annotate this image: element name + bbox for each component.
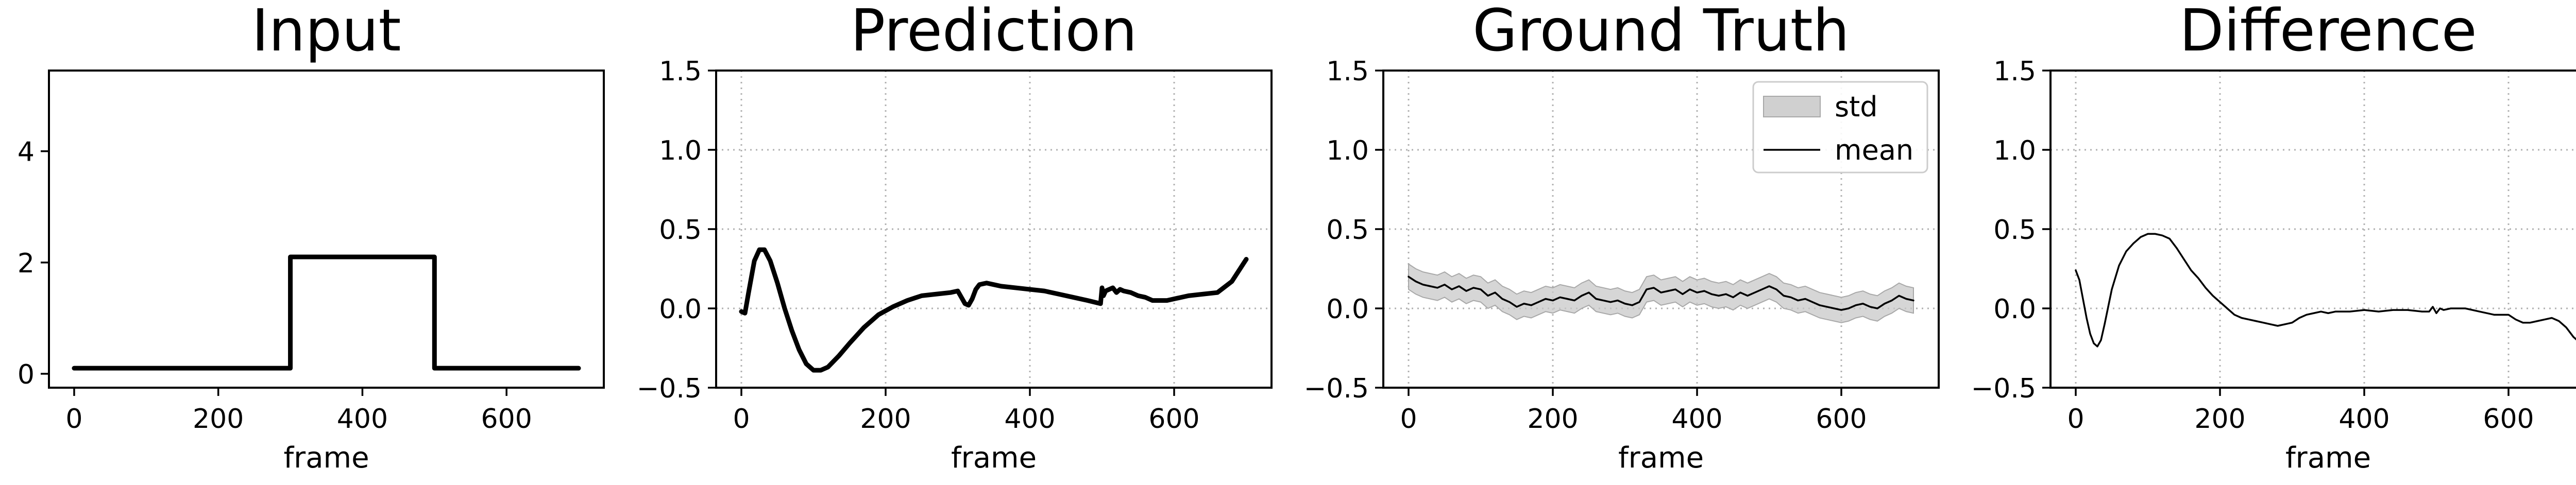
y-tick-label: 0.0 [1993, 294, 2036, 325]
y-tick-label: 1.5 [1326, 56, 1369, 87]
y-tick-label: 1.0 [1993, 135, 2036, 166]
plot-area [72, 254, 581, 371]
y-tick-label: 0.5 [1326, 215, 1369, 246]
y-tick-label: 0.0 [659, 294, 702, 325]
x-tick-label: 0 [2067, 404, 2084, 435]
x-tick-label: 400 [2338, 404, 2389, 435]
x-tick-label: 200 [193, 404, 244, 435]
x-tick-label: 0 [1400, 404, 1417, 435]
x-tick-label: 200 [2194, 404, 2245, 435]
y-tick-label: 2 [18, 248, 35, 279]
x-tick-label: 400 [337, 404, 388, 435]
axes-frame [48, 70, 605, 389]
x-tick-label: 200 [1527, 404, 1578, 435]
x-tick-label: 0 [65, 404, 82, 435]
legend-std-swatch [1763, 96, 1821, 117]
x-axis-label: frame [2285, 441, 2371, 475]
x-axis-label: frame [1618, 441, 1704, 475]
series-line [2075, 233, 2576, 348]
y-tick-label: 1.5 [1993, 56, 2036, 87]
x-axis-label: frame [283, 441, 369, 475]
y-tick-label: 1.0 [659, 135, 702, 166]
plot-area [1408, 263, 1914, 323]
x-tick-label: 600 [1148, 404, 1199, 435]
plot-area [2075, 233, 2576, 348]
y-tick-label: 0 [18, 359, 35, 390]
legend-label: mean [1835, 134, 1913, 166]
x-tick-label: 400 [1671, 404, 1722, 435]
mean-line [1408, 275, 1914, 311]
panel-3: 0 200 400 600 −0.5 0.0 0.5 1.0 1.5 Ground Truth fr… [1304, 0, 1940, 475]
y-tick-label: 0.5 [1993, 215, 2036, 246]
axes-frame [2049, 70, 2576, 389]
legend: std mean [1752, 81, 1928, 174]
panel-title: Input [251, 0, 401, 64]
panel-title: Prediction [851, 0, 1137, 64]
x-tick-label: 600 [1816, 404, 1867, 435]
panel-2: 0 200 400 600 −0.5 0.0 0.5 1.0 1.5 Prediction fram… [637, 0, 1273, 475]
y-tick-label: −0.5 [637, 373, 702, 404]
panel-title: Ground Truth [1472, 0, 1849, 64]
panel-1: 0 200 400 600 0 2 4 Input frame [18, 0, 605, 475]
panel-title: Difference [2179, 0, 2477, 64]
x-tick-label: 400 [1004, 404, 1055, 435]
series-line [72, 254, 581, 371]
x-axis-label: frame [951, 441, 1037, 475]
series-line [739, 247, 1249, 373]
y-tick-label: −0.5 [1304, 373, 1369, 404]
y-tick-label: 0.0 [1326, 294, 1369, 325]
y-tick-label: 4 [18, 137, 35, 168]
x-tick-label: 200 [860, 404, 911, 435]
x-tick-label: 0 [733, 404, 750, 435]
plot-area [739, 247, 1249, 373]
panel-4: 0 200 400 600 −0.5 0.0 0.5 1.0 1.5 Difference fram… [1971, 0, 2576, 475]
legend-label: std [1835, 91, 1878, 123]
x-tick-label: 600 [2483, 404, 2534, 435]
y-tick-label: −0.5 [1971, 373, 2036, 404]
y-tick-label: 0.5 [659, 215, 702, 246]
y-tick-label: 1.5 [659, 56, 702, 87]
x-tick-label: 600 [481, 404, 532, 435]
y-tick-label: 1.0 [1326, 135, 1369, 166]
